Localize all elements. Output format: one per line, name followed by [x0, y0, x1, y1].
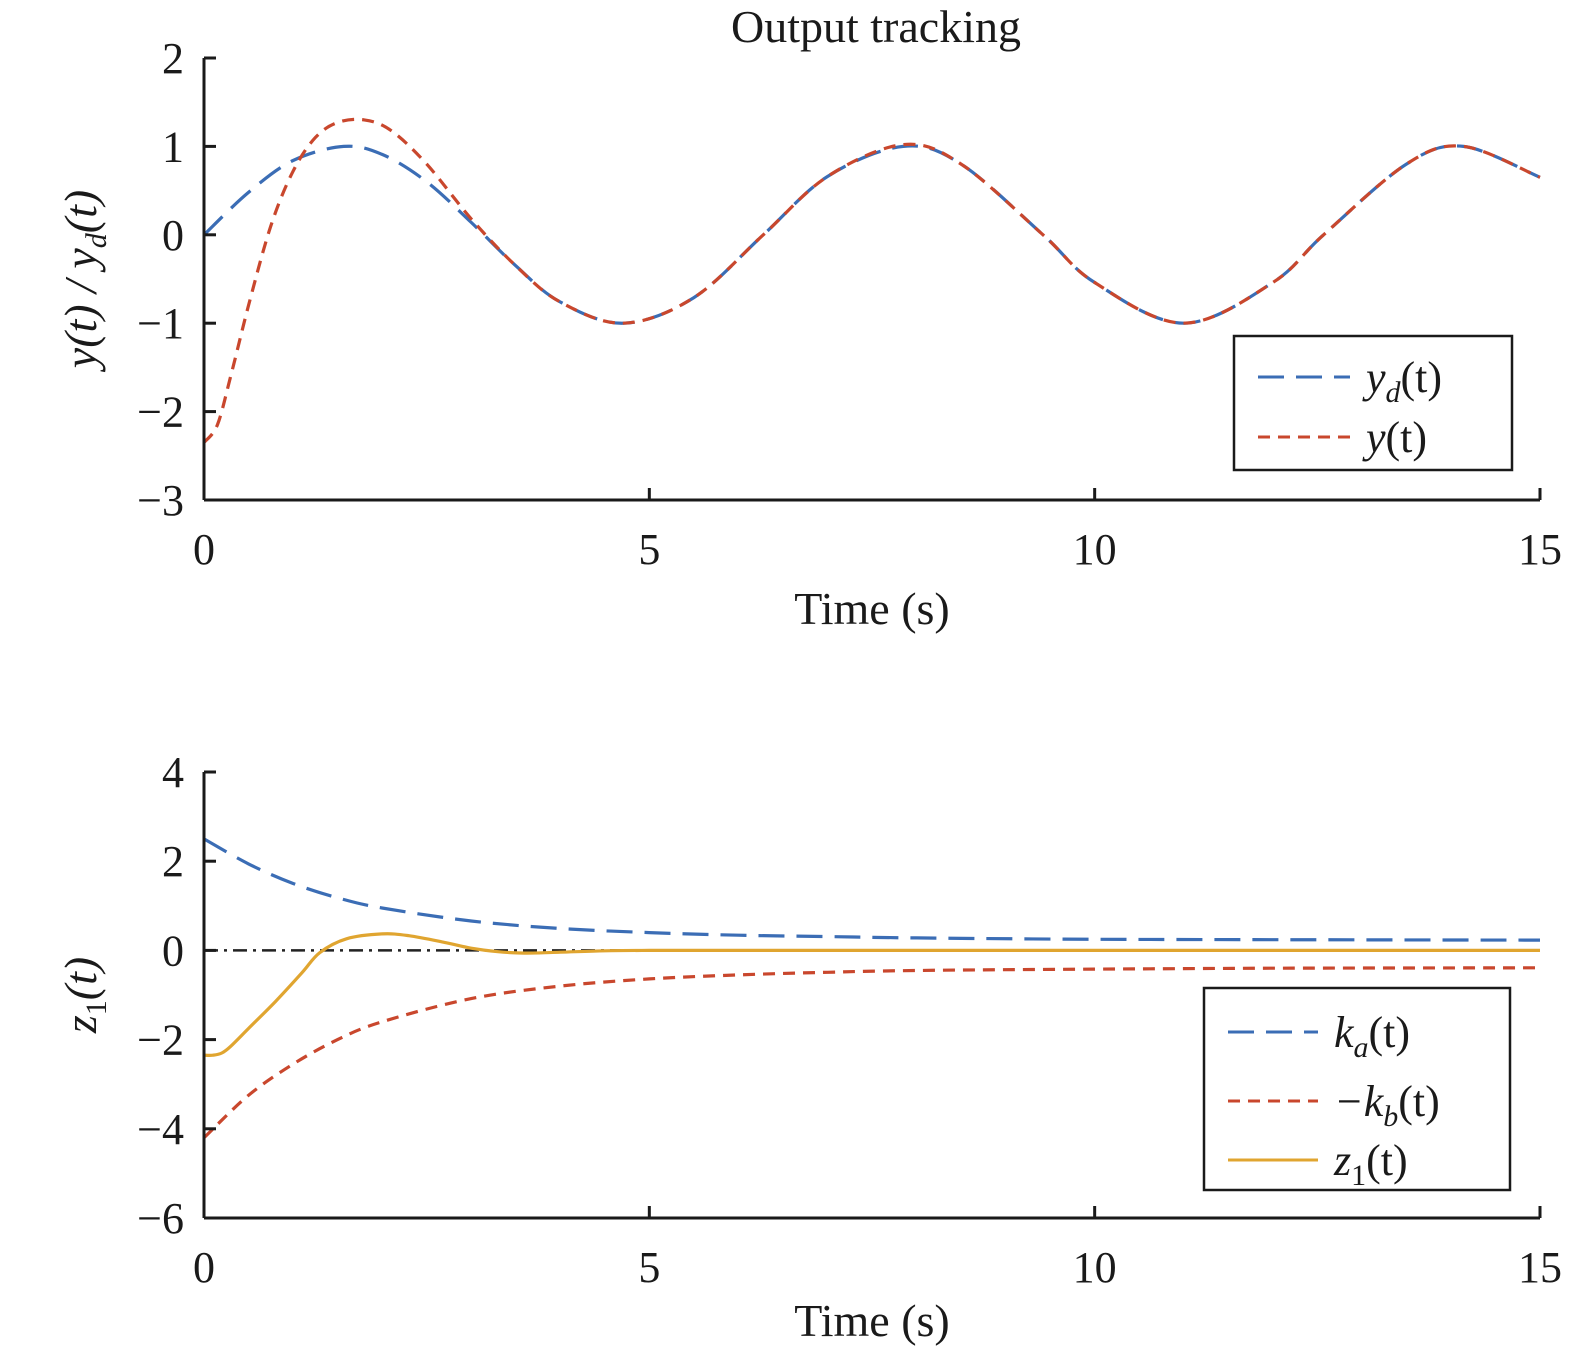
bottom-x-tick-label: 15 — [1518, 1243, 1562, 1292]
top-x-tick-label: 15 — [1518, 525, 1562, 574]
top-y-tick-label: −3 — [137, 476, 184, 525]
bottom-panel: 0 5 10 15 4 2 0 −2 −4 −6 Time (s) z1(t) ka(t) −k… — [55, 748, 1562, 1346]
bottom-y-tick-label: −6 — [137, 1194, 184, 1243]
bottom-legend: ka(t) −kb(t) z1(t) — [1202, 986, 1512, 1192]
bottom-series-line-1 — [202, 966, 1541, 1139]
top-plot-area — [202, 117, 1541, 444]
top-x-ticks: 0 5 10 15 — [193, 488, 1562, 574]
top-x-tick-label: 0 — [193, 525, 215, 574]
bottom-y-ticks: 4 2 0 −2 −4 −6 — [137, 748, 216, 1243]
top-y-axis-label: y(t) / yd(t) — [55, 190, 113, 372]
bottom-y-tick-label: 0 — [162, 926, 184, 975]
bottom-legend-label-ka: ka(t) — [1334, 1008, 1410, 1064]
top-y-tick-label: −2 — [137, 388, 184, 437]
top-legend-label-yd: yd(t) — [1362, 353, 1442, 409]
bottom-series-line-2 — [203, 932, 1540, 1057]
top-x-tick-label: 10 — [1073, 525, 1117, 574]
bottom-y-axis-label: z1(t) — [55, 957, 113, 1034]
bottom-x-tick-label: 0 — [193, 1243, 215, 1292]
top-series-line-1 — [202, 117, 1541, 444]
top-chart-title: Output tracking — [731, 1, 1021, 52]
top-x-tick-label: 5 — [638, 525, 660, 574]
top-y-tick-label: 1 — [162, 122, 184, 171]
bottom-y-tick-label: −2 — [137, 1016, 184, 1065]
bottom-plot-area — [202, 837, 1541, 1139]
top-y-tick-label: 2 — [162, 34, 184, 83]
bottom-y-tick-label: 4 — [162, 748, 184, 797]
top-y-axis-label-sub: d — [80, 232, 113, 248]
top-legend-label-y: y(t) — [1362, 413, 1427, 462]
top-y-tick-label: −1 — [137, 299, 184, 348]
bottom-x-tick-label: 10 — [1073, 1243, 1117, 1292]
top-y-axis-label-tail: (t) — [55, 190, 106, 233]
bottom-y-tick-label: 2 — [162, 837, 184, 886]
bottom-series-line-0 — [203, 837, 1541, 942]
top-panel: Output tracking 0 5 10 15 210−1−2−3 Time (s… — [55, 1, 1562, 634]
bottom-x-axis-label: Time (s) — [794, 1295, 950, 1346]
bottom-legend-label-kb: −kb(t) — [1334, 1077, 1440, 1133]
top-legend: yd(t) y(t) — [1232, 334, 1514, 472]
bottom-legend-box — [1202, 986, 1512, 1192]
top-y-axis-label-base: y(t) / y — [55, 248, 106, 373]
top-y-ticks: 2 1 0 −1 −2 −3 — [137, 34, 216, 525]
top-y-tick-label: 0 — [162, 211, 184, 260]
top-x-axis-label: Time (s) — [794, 583, 950, 634]
bottom-legend-label-z1: z1(t) — [1333, 1136, 1408, 1192]
bottom-y-tick-label: −4 — [137, 1105, 184, 1154]
bottom-x-ticks: 0 5 10 15 — [193, 1206, 1562, 1292]
top-legend-box — [1232, 334, 1514, 472]
bottom-x-tick-label: 5 — [638, 1243, 660, 1292]
top-series-line-0 — [202, 144, 1541, 325]
